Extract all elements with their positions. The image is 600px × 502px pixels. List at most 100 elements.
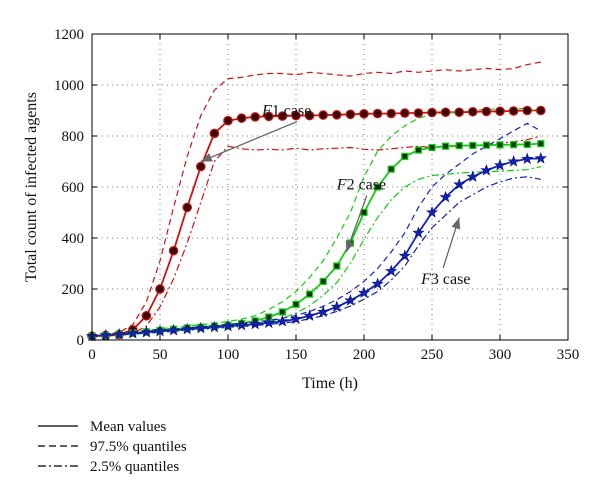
f3-mean-point	[167, 323, 180, 336]
f3-mean-point	[357, 286, 371, 299]
f2-mean-point	[292, 300, 300, 308]
f3-mean-point	[221, 319, 235, 332]
f1-mean-point	[522, 105, 532, 116]
f3-mean-point	[385, 264, 398, 277]
f3-mean-point	[371, 277, 384, 290]
y-tick-label: 0	[77, 333, 85, 349]
f3-mean-point	[99, 328, 112, 341]
f3-mean-point	[194, 321, 207, 334]
f3-mean-point	[317, 305, 330, 318]
y-tick-label: 1000	[54, 78, 84, 94]
f2-mean-point	[510, 141, 518, 149]
f3-mean-point	[344, 294, 357, 306]
f1-mean-point	[427, 107, 437, 118]
f1-mean-point	[209, 128, 220, 139]
f1-mean-point	[399, 108, 410, 118]
f3-mean-point	[412, 226, 425, 239]
f1-mean-point	[141, 310, 152, 321]
f2-annotation-rest: 2 case	[347, 177, 387, 194]
plot-frame	[91, 33, 569, 341]
f3-q975-line	[91, 122, 542, 337]
f2-mean-point	[414, 146, 422, 154]
y-tick-label: 200	[62, 282, 85, 298]
f3-arrow-head	[451, 217, 461, 230]
f3-mean-point	[113, 327, 126, 340]
f3-mean-point	[181, 322, 194, 335]
f1-mean-point	[359, 109, 369, 119]
f1-mean-point	[481, 106, 492, 117]
f1-mean-point	[331, 110, 342, 120]
x-tick-label: 250	[421, 347, 444, 363]
f1-mean-point	[263, 111, 274, 122]
x-tick-label: 50	[153, 347, 168, 363]
f3-mean-point	[276, 314, 289, 327]
f1-mean-point	[250, 112, 260, 122]
x-tick-label: 300	[489, 347, 512, 363]
f1-annotation: F1 case	[261, 103, 311, 120]
f3-annotation-rest: 3 case	[431, 271, 471, 288]
f1-mean-point	[168, 245, 179, 256]
f3-q025-line	[91, 176, 541, 337]
f1-mean-point	[236, 113, 247, 123]
f2-mean-point	[537, 140, 545, 148]
markers-layer	[85, 105, 547, 342]
x-axis-label: Time (h)	[302, 375, 358, 392]
legend-label-mean: Mean values	[90, 419, 166, 435]
f3-mean-point	[140, 325, 153, 338]
f3-mean-point	[249, 317, 262, 330]
f3-mean-line	[91, 157, 541, 338]
f3-mean-point	[534, 151, 547, 164]
f1-mean-point	[304, 110, 315, 121]
f3-mean-point	[153, 324, 167, 337]
f1-mean-point	[196, 161, 206, 172]
f1-mean-point	[508, 106, 519, 116]
f1-annotation-italic: F	[261, 103, 272, 120]
f1-mean-point	[291, 110, 301, 121]
y-tick-label: 800	[62, 129, 85, 145]
f3-mean-point	[480, 163, 493, 176]
legend: Mean values 97.5% quantiles 2.5% quantil…	[38, 419, 187, 475]
f2-mean-point	[319, 277, 327, 285]
f3-mean-point	[453, 178, 466, 190]
f1-mean-point	[413, 108, 424, 118]
grid	[92, 34, 568, 340]
f3-mean-point	[521, 152, 534, 165]
f2-mean-point	[523, 140, 531, 149]
f3-mean-point	[208, 320, 221, 333]
f1-arrow-line	[200, 120, 298, 163]
y-tick-label: 1200	[54, 27, 84, 43]
f3-mean-point	[289, 312, 303, 325]
f1-q975-line	[91, 61, 541, 337]
y-axis-label: Total count of infected agents	[23, 92, 40, 282]
axis-ticks: 0 50 100 150 200 250 300 350 0 200 400 600 800 1000 12…	[54, 27, 579, 363]
series-layer	[91, 61, 542, 338]
f1-q025-line	[91, 135, 541, 337]
f1-mean-point	[318, 110, 328, 120]
f3-mean-point	[398, 249, 411, 262]
f2-mean-point	[387, 165, 395, 173]
f2-mean-point	[278, 308, 286, 316]
f2-mean-point	[401, 152, 409, 160]
f1-mean-point	[277, 111, 288, 121]
f2-annotation-italic: F	[336, 177, 347, 194]
f2-mean-point	[469, 141, 477, 150]
f1-mean-point	[495, 106, 505, 117]
f2-annotation: F2 case	[336, 177, 386, 194]
f2-mean-point	[455, 142, 463, 150]
f3-mean-point	[303, 309, 316, 321]
f1-mean-point	[372, 108, 383, 119]
y-tick-label: 400	[62, 231, 85, 247]
f3-mean-point	[466, 170, 479, 182]
f1-mean-point	[155, 284, 165, 294]
f2-mean-point	[374, 183, 382, 191]
f2-mean-point	[306, 290, 314, 298]
legend-label-2-5: 2.5% quantiles	[90, 459, 179, 475]
f1-arrow-head	[200, 153, 213, 162]
f2-mean-point	[442, 142, 450, 150]
x-tick-label: 100	[217, 347, 240, 363]
f3-annotation: F3 case	[420, 271, 470, 288]
x-tick-label: 0	[88, 347, 96, 363]
f2-q025-line	[91, 166, 541, 337]
